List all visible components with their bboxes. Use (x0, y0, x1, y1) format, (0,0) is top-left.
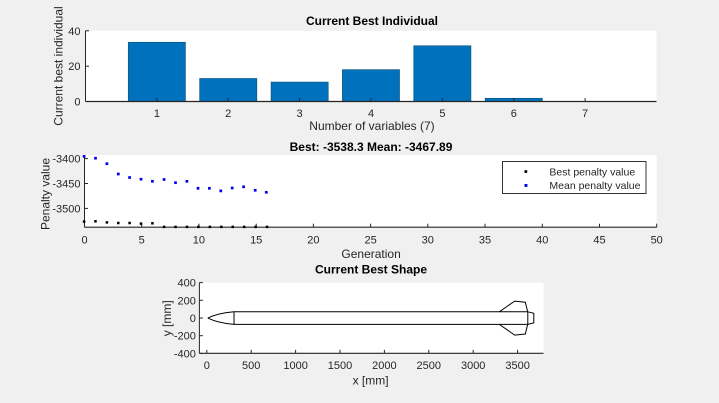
svg-text:-3500: -3500 (52, 203, 80, 215)
svg-text:Current best individual: Current best individual (52, 6, 66, 125)
svg-text:x [mm]: x [mm] (353, 374, 389, 388)
svg-text:500: 500 (242, 360, 260, 372)
svg-text:-400: -400 (174, 348, 196, 360)
svg-text:0: 0 (81, 234, 87, 246)
svg-text:35: 35 (479, 234, 491, 246)
svg-text:Generation: Generation (341, 247, 400, 261)
svg-text:0: 0 (204, 360, 210, 372)
svg-text:Mean penalty value: Mean penalty value (549, 180, 640, 192)
svg-text:4: 4 (368, 108, 374, 120)
svg-text:y [mm]: y [mm] (160, 300, 174, 336)
svg-text:30: 30 (422, 234, 434, 246)
svg-text:2500: 2500 (417, 360, 441, 372)
svg-text:0: 0 (74, 97, 80, 109)
svg-text:45: 45 (593, 234, 605, 246)
svg-text:1000: 1000 (283, 360, 307, 372)
svg-text:15: 15 (250, 234, 262, 246)
svg-text:3000: 3000 (461, 360, 485, 372)
svg-text:6: 6 (511, 108, 517, 120)
svg-text:3: 3 (297, 108, 303, 120)
svg-text:-3450: -3450 (52, 179, 80, 191)
svg-text:40: 40 (536, 234, 548, 246)
svg-text:Best: -3538.3 Mean: -3467.89: Best: -3538.3 Mean: -3467.89 (290, 140, 453, 154)
svg-text:1500: 1500 (328, 360, 352, 372)
svg-text:25: 25 (364, 234, 376, 246)
svg-text:5: 5 (439, 108, 445, 120)
svg-text:Number of variables (7): Number of variables (7) (309, 119, 434, 133)
svg-text:2000: 2000 (372, 360, 396, 372)
svg-text:10: 10 (193, 234, 205, 246)
svg-text:Best penalty value: Best penalty value (549, 166, 635, 178)
svg-text:Penalty value: Penalty value (39, 158, 53, 230)
svg-text:400: 400 (178, 278, 196, 290)
svg-text:3500: 3500 (505, 360, 529, 372)
svg-text:5: 5 (139, 234, 145, 246)
svg-text:-200: -200 (174, 331, 196, 343)
svg-text:1: 1 (154, 108, 160, 120)
svg-text:200: 200 (178, 295, 196, 307)
svg-text:Current Best Individual: Current Best Individual (306, 14, 438, 28)
svg-text:40: 40 (68, 26, 80, 38)
svg-text:20: 20 (68, 61, 80, 73)
svg-text:0: 0 (190, 313, 196, 325)
svg-text:20: 20 (307, 234, 319, 246)
svg-text:Current Best Shape: Current Best Shape (315, 263, 427, 277)
svg-text:7: 7 (582, 108, 588, 120)
svg-text:2: 2 (225, 108, 231, 120)
svg-text:50: 50 (651, 234, 663, 246)
svg-text:-3400: -3400 (52, 154, 80, 166)
